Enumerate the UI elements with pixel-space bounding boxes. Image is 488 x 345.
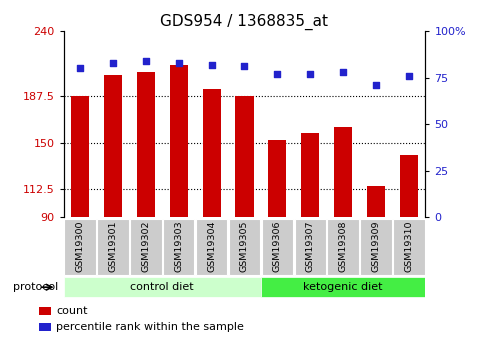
Bar <box>64 277 260 297</box>
Point <box>240 64 248 69</box>
Text: GSM19310: GSM19310 <box>404 221 413 273</box>
Bar <box>333 127 351 217</box>
Point <box>142 58 149 63</box>
Text: protocol: protocol <box>13 282 59 292</box>
Bar <box>366 186 385 217</box>
Bar <box>169 65 187 217</box>
Bar <box>130 218 161 275</box>
Bar <box>327 218 358 275</box>
Point <box>109 60 117 66</box>
Point <box>174 60 182 66</box>
Text: GSM19304: GSM19304 <box>207 221 216 273</box>
Point <box>404 73 412 79</box>
Bar <box>261 277 424 297</box>
Bar <box>97 218 128 275</box>
Bar <box>163 218 194 275</box>
Point <box>339 69 346 75</box>
Bar <box>71 96 89 217</box>
Bar <box>268 140 286 217</box>
Bar <box>39 323 51 331</box>
Point <box>76 66 84 71</box>
Bar <box>39 307 51 315</box>
Bar <box>64 218 96 275</box>
Title: GDS954 / 1368835_at: GDS954 / 1368835_at <box>160 13 328 30</box>
Bar <box>195 218 227 275</box>
Text: GSM19301: GSM19301 <box>108 221 117 273</box>
Text: GSM19300: GSM19300 <box>75 221 84 273</box>
Text: GSM19306: GSM19306 <box>272 221 281 273</box>
Point <box>371 82 379 88</box>
Point <box>273 71 281 77</box>
Bar <box>103 75 122 217</box>
Text: control diet: control diet <box>130 282 194 292</box>
Bar <box>399 155 417 217</box>
Text: GSM19308: GSM19308 <box>338 221 347 273</box>
Bar <box>360 218 391 275</box>
Bar <box>228 218 260 275</box>
Text: GSM19307: GSM19307 <box>305 221 314 273</box>
Point <box>306 71 314 77</box>
Bar <box>235 96 253 217</box>
Bar <box>261 218 293 275</box>
Text: percentile rank within the sample: percentile rank within the sample <box>56 322 244 332</box>
Bar <box>301 133 319 217</box>
Text: GSM19302: GSM19302 <box>141 221 150 273</box>
Text: ketogenic diet: ketogenic diet <box>303 282 382 292</box>
Text: GSM19303: GSM19303 <box>174 221 183 273</box>
Bar <box>294 218 325 275</box>
Bar <box>137 72 155 217</box>
Bar <box>392 218 424 275</box>
Bar <box>202 89 220 217</box>
Point <box>207 62 215 67</box>
Text: GSM19309: GSM19309 <box>371 221 380 273</box>
Text: GSM19305: GSM19305 <box>240 221 248 273</box>
Text: count: count <box>56 306 87 316</box>
